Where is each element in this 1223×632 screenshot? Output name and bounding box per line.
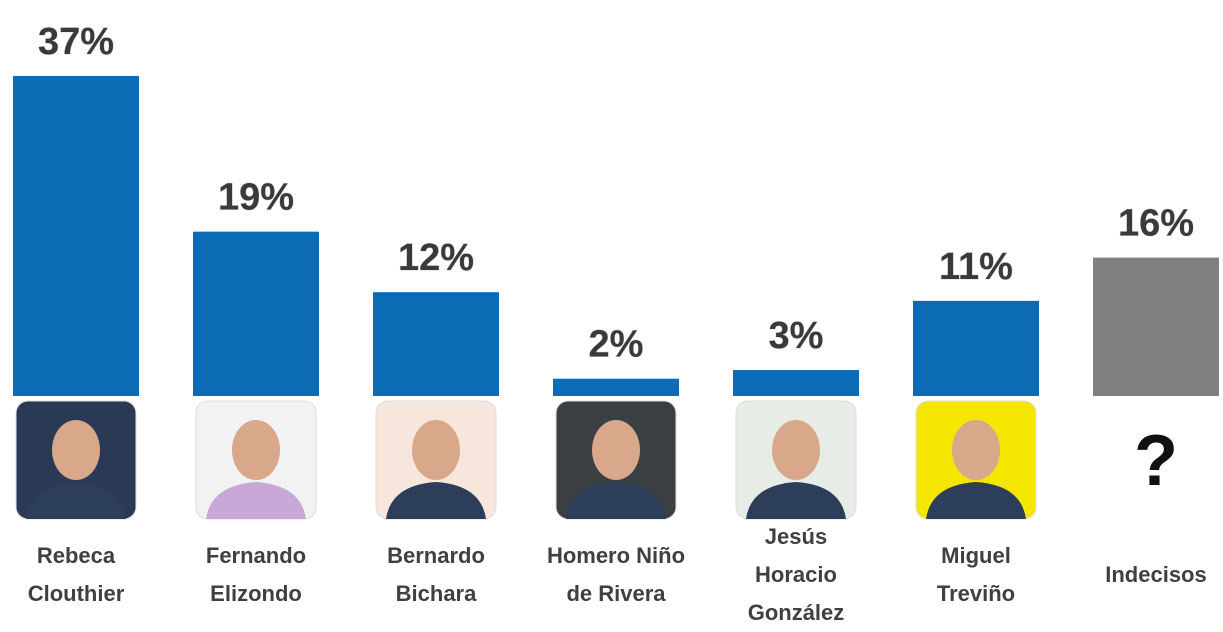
candidate-photo: [195, 400, 317, 520]
bar: [13, 75, 139, 396]
bar: [553, 378, 679, 396]
photo-head: [592, 420, 640, 480]
photo-head: [232, 420, 280, 480]
candidate-photo: [735, 400, 857, 520]
category-label: Bernardo Bichara: [387, 543, 485, 606]
candidate-photo: [375, 400, 497, 520]
photo-head: [52, 420, 100, 480]
bar: [373, 292, 499, 396]
photo-body: [926, 482, 1026, 519]
photo-body: [746, 482, 846, 519]
value-label: 11%: [939, 246, 1013, 288]
candidate-photo: [15, 400, 137, 520]
category-label: Rebeca Clouthier: [27, 543, 125, 606]
photo-body: [566, 482, 666, 519]
category-label: Fernando Elizondo: [205, 543, 307, 606]
category-label: Indecisos: [1105, 562, 1207, 587]
category-label: Miguel Treviño: [936, 543, 1016, 606]
photo-body: [206, 482, 306, 519]
photo-body: [386, 482, 486, 519]
value-label: 19%: [218, 177, 294, 219]
value-label: 37%: [38, 21, 114, 63]
unknown-icon: ?: [1134, 421, 1178, 501]
candidate-photo: [915, 400, 1037, 520]
bar: [1093, 257, 1219, 396]
candidate-photo: [555, 400, 677, 520]
bar: [193, 231, 319, 396]
photo-head: [412, 420, 460, 480]
bar: [733, 370, 859, 396]
photo-body: [26, 482, 126, 519]
photo-head: [952, 420, 1000, 480]
value-label: 2%: [589, 324, 644, 366]
category-label: Jesús Horacio González: [747, 524, 845, 625]
category-label: Homero Niño de Rivera: [546, 543, 686, 606]
value-label: 16%: [1118, 203, 1194, 245]
bar: [913, 300, 1039, 396]
value-label: 12%: [398, 237, 474, 279]
value-label: 3%: [769, 315, 824, 357]
photo-head: [772, 420, 820, 480]
